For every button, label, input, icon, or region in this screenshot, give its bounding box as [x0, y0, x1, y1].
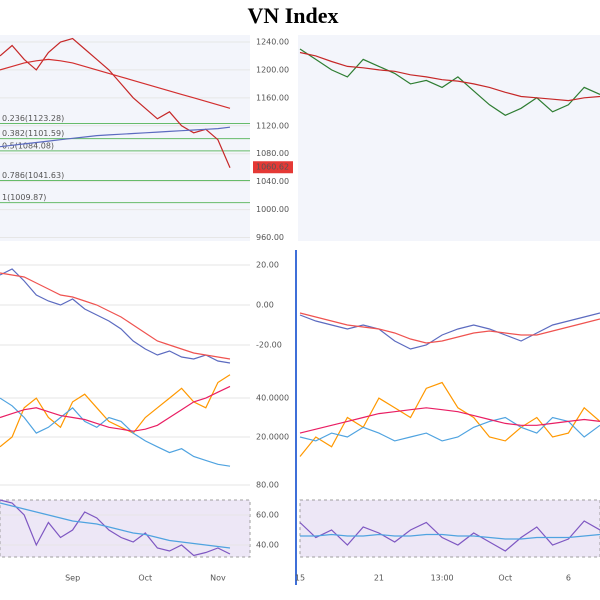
y-tick-label: 20.00 [256, 261, 279, 270]
panel-bg [0, 35, 250, 241]
y-tick-label: 1120.00 [256, 121, 289, 130]
x-tick-label: 6 [566, 574, 571, 583]
line [0, 126, 231, 148]
fib-label: 0.5(1084.08) [2, 141, 54, 150]
x-tick-label: Oct [138, 574, 152, 583]
line [0, 268, 231, 364]
y-tick-label: 60.00 [256, 510, 279, 519]
y-tick-label: 40.0000 [256, 394, 289, 403]
fib-label: 0.382(1101.59) [2, 129, 64, 138]
y-tick-label: 0.00 [256, 301, 274, 310]
line [0, 272, 231, 360]
line [0, 385, 231, 432]
line [299, 520, 600, 552]
fib-label: 1(1009.87) [2, 193, 46, 202]
line [0, 37, 231, 168]
band [299, 499, 600, 558]
x-tick-label: Sep [65, 574, 80, 583]
line [299, 48, 600, 116]
line [299, 51, 600, 102]
x-tick-label: 21 [374, 574, 384, 583]
x-tick-label: Oct [498, 574, 512, 583]
line [0, 499, 231, 557]
panel-bg [298, 35, 600, 241]
y-tick-label: 80.00 [256, 480, 279, 489]
y-tick-label: 1160.00 [256, 93, 289, 102]
fib-label: 0.236(1123.28) [2, 114, 64, 123]
y-tick-label: 20.0000 [256, 433, 289, 442]
line [0, 374, 231, 448]
y-tick-label: 1240.00 [256, 37, 289, 46]
band [0, 499, 251, 558]
line [299, 312, 600, 344]
y-tick-label: 1080.00 [256, 149, 289, 158]
line [299, 312, 600, 350]
line [0, 502, 231, 549]
line [300, 533, 600, 540]
page-title: VN Index [247, 3, 338, 28]
y-tick-label: 1000.00 [256, 205, 289, 214]
x-tick-label: 15 [295, 574, 305, 583]
y-tick-label: 1040.00 [256, 177, 289, 186]
fib-label: 0.786(1041.63) [2, 171, 64, 180]
y-tick-label: 40.00 [256, 541, 279, 550]
last-price-box [253, 161, 293, 174]
y-tick-label: -20.00 [256, 341, 282, 350]
line [299, 407, 600, 434]
line [299, 416, 600, 442]
line [0, 397, 231, 467]
y-tick-label: 1200.00 [256, 65, 289, 74]
line [299, 381, 600, 457]
x-tick-label: Nov [210, 574, 226, 583]
y-tick-label: 960.00 [256, 233, 284, 242]
last-price: 1060.62 [256, 163, 289, 172]
line [0, 58, 231, 109]
x-tick-label: 13:00 [431, 574, 454, 583]
